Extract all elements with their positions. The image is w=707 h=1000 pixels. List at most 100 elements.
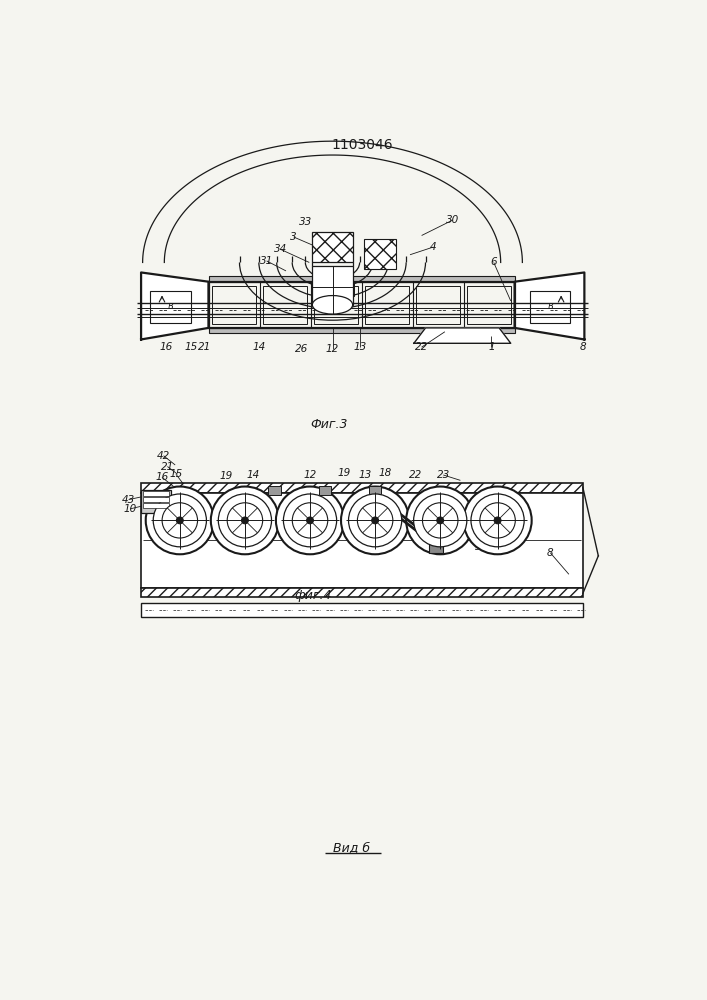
Bar [141,603,583,617]
Circle shape [494,517,501,524]
Text: 1103046: 1103046 [332,138,394,152]
Bar [323,296,341,311]
Polygon shape [515,272,585,339]
Bar [264,286,307,324]
Bar [209,276,515,282]
Text: в: в [547,301,553,311]
Text: 8: 8 [580,342,586,352]
Text: 10: 10 [124,504,137,514]
Bar [315,286,358,324]
Circle shape [464,487,532,554]
Text: 16: 16 [159,342,173,352]
Circle shape [307,517,313,524]
Text: 14: 14 [246,470,259,480]
Text: 1: 1 [488,342,495,352]
Circle shape [358,503,393,538]
Circle shape [349,494,402,547]
Text: 19: 19 [429,527,442,537]
Text: 43: 43 [122,495,135,505]
Text: 15: 15 [169,469,182,479]
Bar [143,491,169,496]
Text: 6: 6 [491,257,497,267]
Circle shape [372,517,378,524]
Bar [151,291,191,323]
Text: 13: 13 [353,342,366,352]
Circle shape [414,494,467,547]
Text: 22: 22 [409,470,422,480]
Text: 26: 26 [295,344,308,354]
Bar [416,286,460,324]
Text: 34: 34 [274,244,287,254]
Bar [209,328,515,333]
Circle shape [218,494,271,547]
Text: 21: 21 [198,342,211,352]
Text: 19: 19 [220,471,233,481]
Circle shape [406,487,474,554]
Circle shape [423,503,458,538]
Bar [209,282,515,328]
Bar [312,232,353,262]
Ellipse shape [312,296,353,314]
Text: 20: 20 [341,508,355,518]
Text: 4: 4 [430,242,436,252]
Text: Вид б: Вид б [333,841,370,854]
Text: 20: 20 [299,508,312,518]
Text: 20: 20 [212,508,226,518]
Text: 12: 12 [326,344,339,354]
Circle shape [146,487,214,554]
Circle shape [211,487,279,554]
Text: в: в [168,301,173,311]
Text: 23: 23 [437,470,450,480]
Text: 3: 3 [291,232,297,242]
Circle shape [480,503,515,538]
Bar [319,486,331,495]
Bar [312,282,354,296]
Text: 18: 18 [378,468,392,478]
Circle shape [177,517,183,524]
Bar [467,286,510,324]
Bar [429,544,443,553]
Bar [363,239,396,269]
Text: 8: 8 [547,548,554,558]
Circle shape [153,494,206,547]
Bar [530,291,571,323]
Text: 24: 24 [254,508,267,518]
Bar [366,286,409,324]
Bar [141,490,170,513]
Text: Фиг.3: Фиг.3 [310,418,347,431]
Text: фиг.4: фиг.4 [294,589,332,602]
Text: 36: 36 [475,542,489,552]
Bar [143,503,169,508]
Bar [212,286,256,324]
Text: 15: 15 [184,342,197,352]
Bar [141,493,583,588]
Text: 19: 19 [337,468,351,478]
Bar [268,486,281,495]
Circle shape [227,503,263,538]
Circle shape [162,503,197,538]
Circle shape [242,517,248,524]
Text: 22: 22 [415,342,428,352]
Polygon shape [414,328,510,343]
Circle shape [276,487,344,554]
Bar [312,266,353,305]
Text: 14: 14 [252,342,266,352]
Text: 42: 42 [157,451,170,461]
Bar [143,497,169,502]
Text: 21: 21 [160,462,174,472]
Bar [369,486,381,495]
Circle shape [284,494,337,547]
Text: В - В: В - В [306,559,336,572]
Text: 16: 16 [156,472,169,482]
Bar [141,588,583,597]
Text: 13: 13 [358,470,372,480]
Circle shape [471,494,524,547]
Text: 12: 12 [303,470,317,480]
Bar [141,483,583,493]
Text: 31: 31 [260,256,273,266]
Polygon shape [141,272,209,339]
Circle shape [437,517,443,524]
Text: 33: 33 [299,217,312,227]
Circle shape [292,503,328,538]
Circle shape [341,487,409,554]
